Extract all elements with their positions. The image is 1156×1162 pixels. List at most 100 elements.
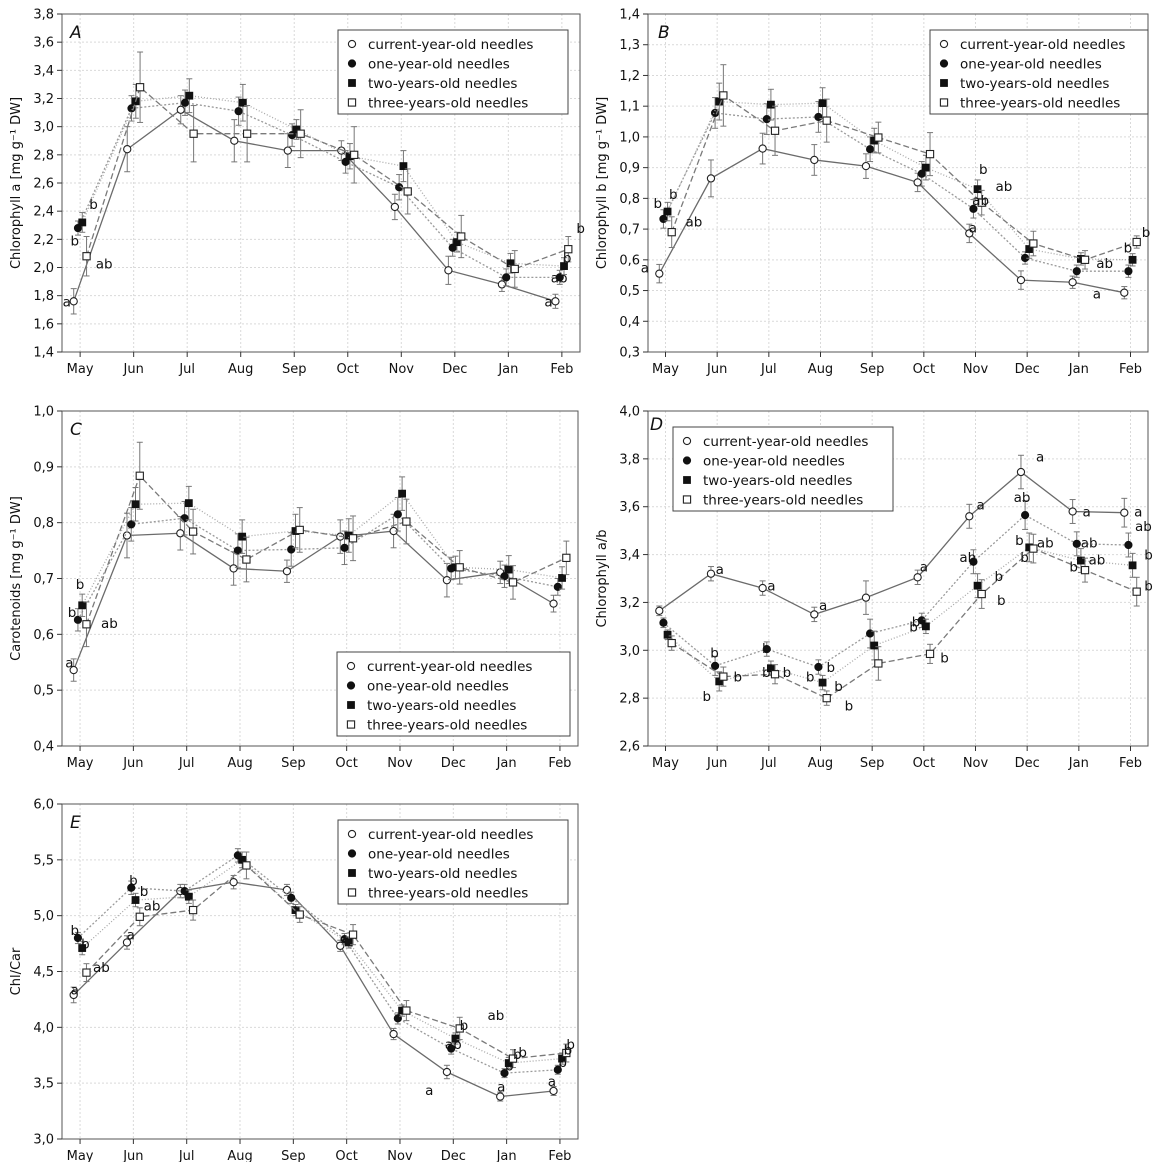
data-point [496,1092,505,1101]
panel-letter: B [658,23,670,43]
data-point [558,574,566,582]
x-tick-label: Aug [227,756,252,771]
significance-label: a [767,579,775,595]
x-tick-label: Jun [122,1149,143,1162]
data-point [82,968,91,977]
data-point [659,618,668,627]
data-point [965,512,974,521]
x-tick-label: Jan [1068,362,1089,377]
significance-label: ab [959,550,976,566]
data-point [502,273,511,282]
series-line [658,471,1125,616]
data-point [913,178,922,187]
significance-label: b [129,873,138,889]
data-point [295,525,304,535]
legend-marker [347,829,357,839]
series-1 [655,454,1129,623]
legend-box [336,651,571,737]
significance-label: b [576,221,585,237]
data-point [393,510,402,519]
panel-letter: E [70,813,81,833]
data-point [455,563,464,572]
significance-label: ab [1088,552,1105,568]
legend-label: two-years-old needles [960,76,1109,92]
significance-label: a [641,261,649,277]
x-tick-label: Feb [1119,362,1142,377]
data-point [188,527,198,536]
x-tick-label: Feb [1119,756,1142,771]
legend-label: current-year-old needles [367,659,532,675]
data-point [922,622,930,631]
y-tick-label: 3,0 [619,644,640,659]
legend-label: current-year-old needles [703,434,868,450]
significance-label: a [548,1074,556,1090]
series-line [663,514,1129,668]
significance-label: b [1144,548,1153,564]
x-tick-label: Dec [1015,756,1040,771]
data-point [969,204,978,213]
panel-letter: A [69,23,82,43]
data-point [659,214,668,224]
data-point [1068,507,1077,516]
legend-marker [347,39,357,49]
series-2 [73,848,562,1079]
legend-label: one-year-old needles [703,454,845,470]
series-2 [73,89,564,287]
significance-label: a [544,294,552,310]
y-tick-label: 4,0 [33,1021,54,1036]
data-point [500,572,509,581]
data-point [1068,278,1077,287]
y-tick-label: 2,2 [33,233,54,248]
data-point [973,581,982,590]
series-line [81,858,563,1064]
legend-label: two-years-old needles [703,473,852,489]
data-point [127,520,136,529]
y-tick-label: 0,4 [619,315,640,330]
significance-label: b [710,646,719,662]
series-line [73,881,554,1098]
significance-label: a [819,598,827,614]
data-point [82,252,91,261]
data-point [917,616,926,625]
legend-label: one-year-old needles [367,679,509,695]
significance-label: b [997,593,1006,609]
data-point [295,910,304,919]
x-tick-label: Oct [335,756,357,771]
data-point [233,546,242,555]
data-point [500,1069,509,1078]
data-point [1124,267,1133,276]
series-2 [659,500,1133,676]
data-point [131,896,140,904]
data-point [874,659,883,668]
x-tick-label: Jan [497,362,518,377]
data-point [455,1024,464,1033]
data-point [390,202,400,212]
data-point [229,878,238,887]
y-tick-label: 2,6 [619,740,640,755]
legend-label: one-year-old needles [960,57,1102,73]
x-tick-label: Aug [808,756,833,771]
y-tick-label: 0,5 [619,284,640,299]
significance-label: ab [1081,536,1098,552]
series-line [77,102,560,279]
data-point [238,532,247,541]
series-2 [659,97,1133,278]
data-point [78,944,87,952]
data-point [504,1059,513,1067]
significance-label: b [979,162,988,178]
x-tick-label: Jan [1068,756,1089,771]
significance-label: b [940,650,949,666]
legend-marker [682,436,692,446]
y-tick-label: 4,5 [33,965,54,980]
data-point [135,83,145,92]
data-point [770,670,780,679]
series-line [81,492,563,606]
legend-label: current-year-old needles [960,37,1125,53]
significance-label: a [63,294,71,310]
data-point [402,1006,411,1015]
x-tick-label: Nov [387,1149,413,1162]
data-point [706,569,716,578]
legend: current-year-old needles one-year-old nee… [929,29,1149,115]
significance-label: b [460,1018,469,1034]
data-point [818,678,827,687]
